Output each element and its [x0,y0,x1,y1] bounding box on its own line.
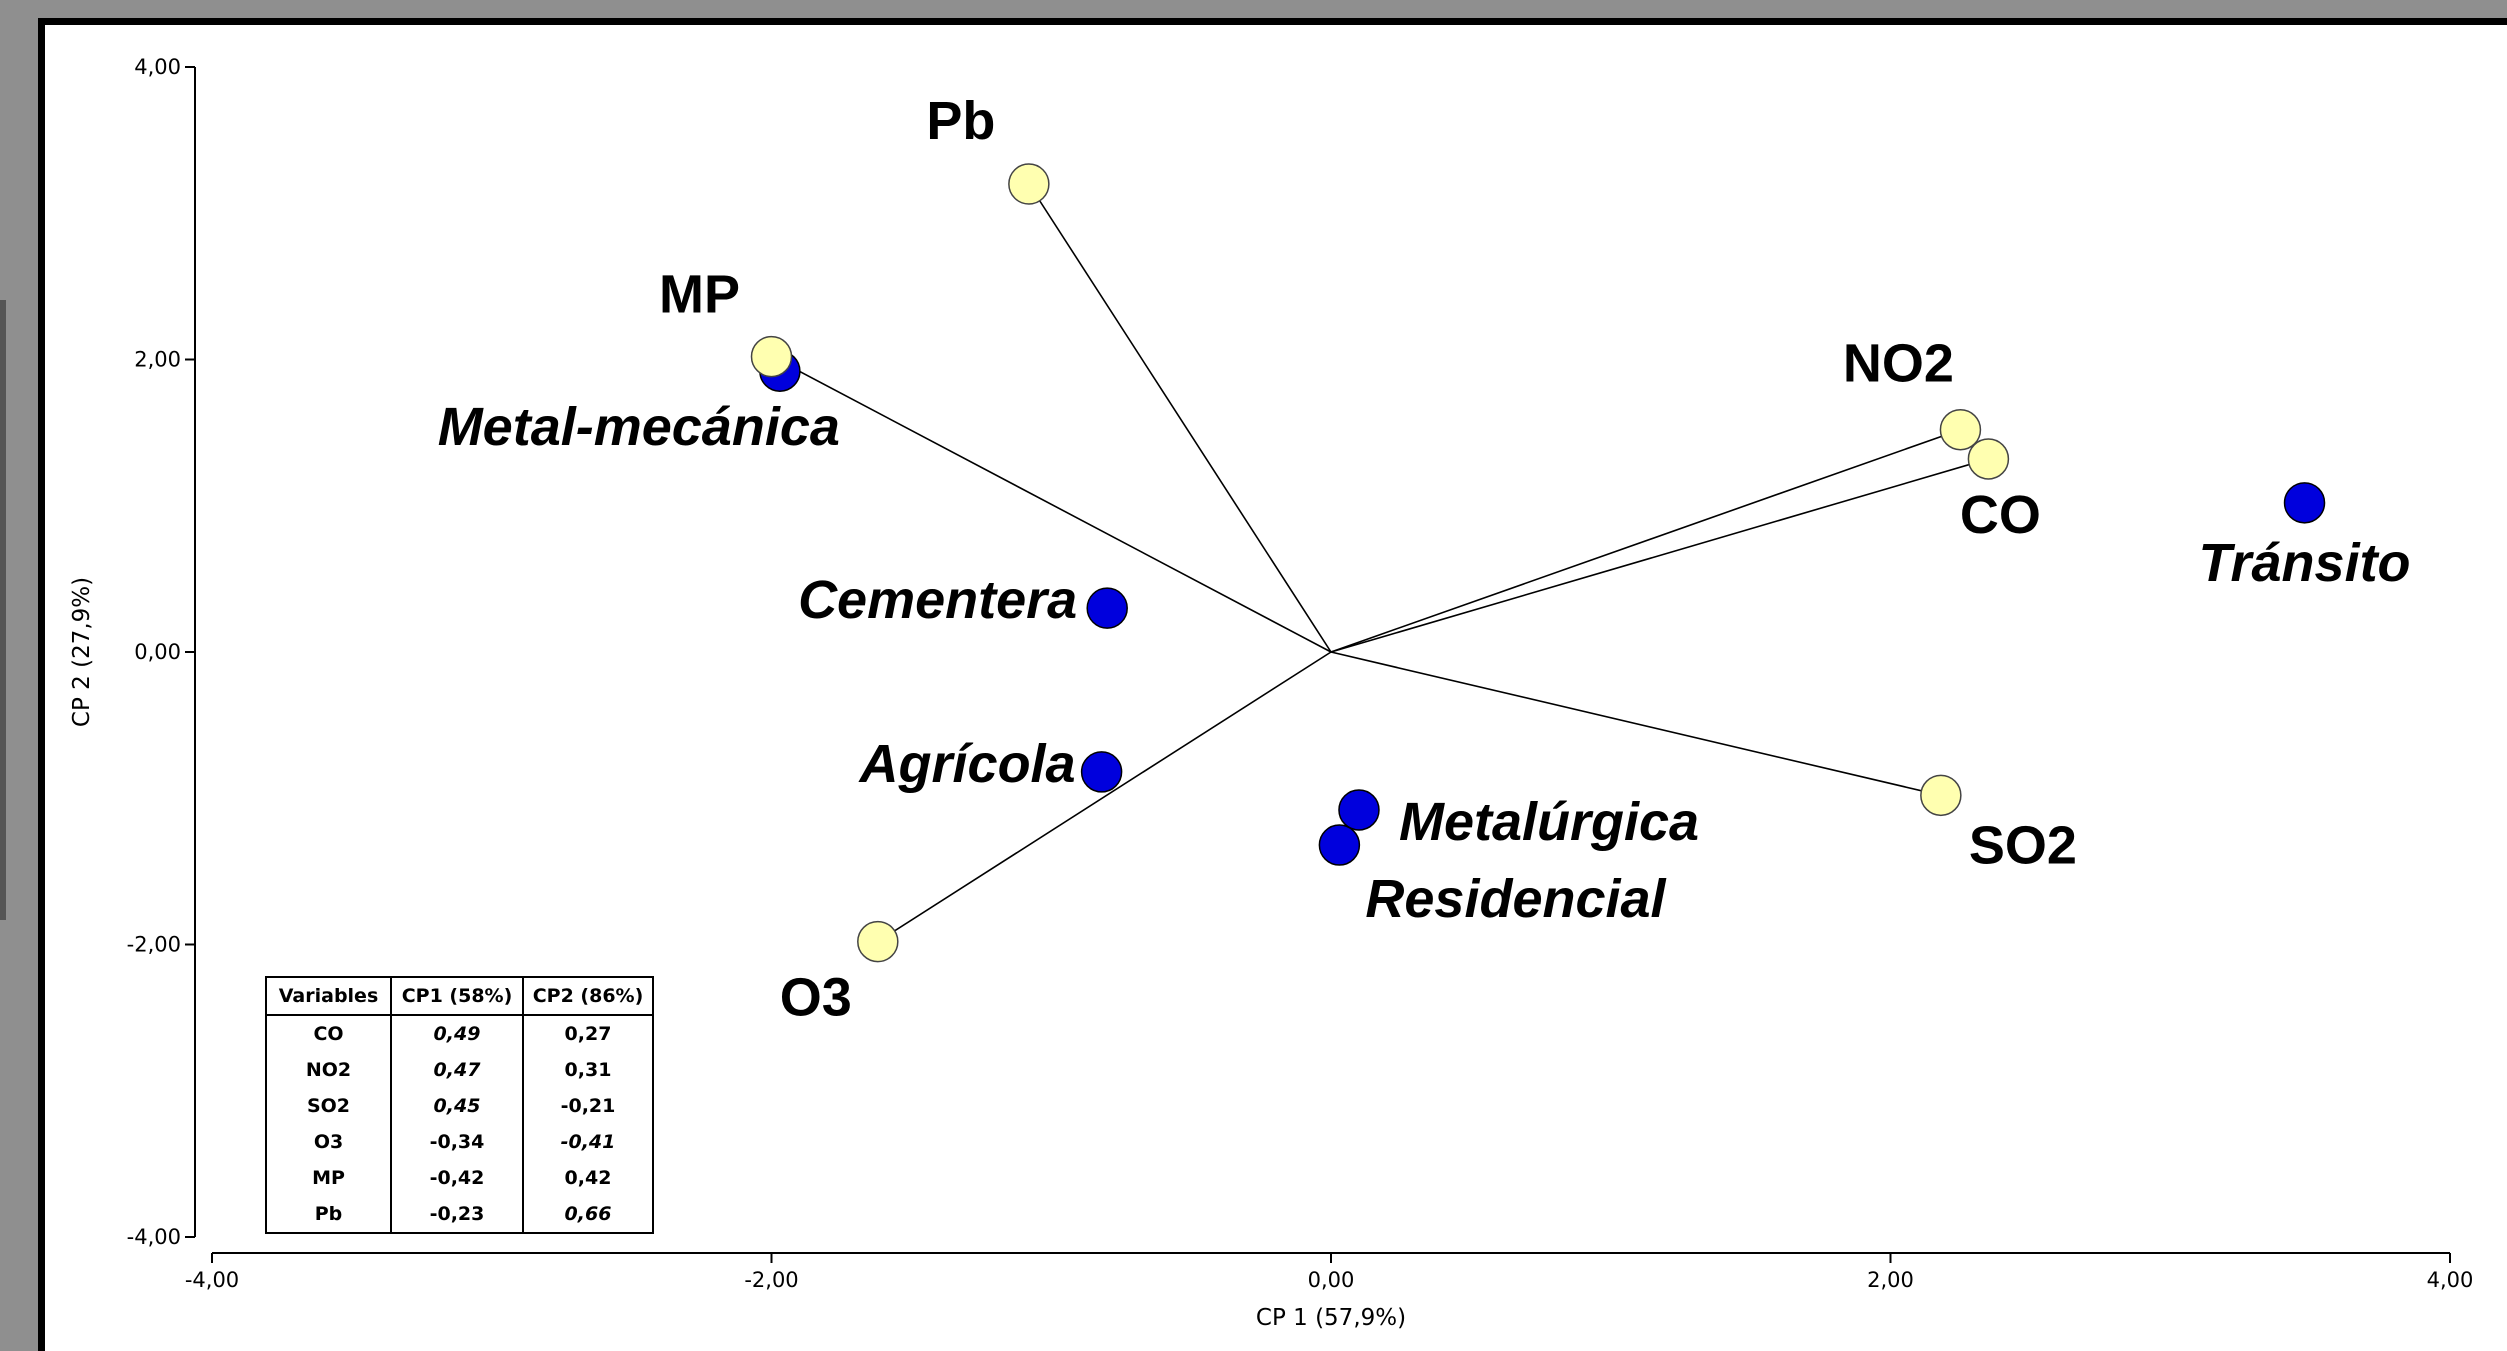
table-header-row: Variables CP1 (58%) CP2 (86%) [265,977,654,1016]
table-cell: -0,34 [390,1124,524,1160]
side-tab [0,300,6,920]
x-tick-label: -2,00 [744,1268,798,1292]
x-axis-label: CP 1 (57,9%) [1256,1305,1406,1331]
loading-vector [1330,651,1942,797]
y-tick-label: 0,00 [134,640,181,664]
table-cell: -0,42 [390,1160,524,1196]
biplot-chart: 4,00 2,00 0,00 -2,00 -4,00-4,00 -2,00 0,00 2,00… [69,55,2474,1331]
table-header: CP2 (86%) [522,977,654,1016]
loading-vector [1330,458,1989,653]
table-cell: SO2 [265,1088,392,1124]
variable-label: CO [1960,485,2041,545]
table-cell: CO [265,1015,392,1052]
table-cell: 0,49 [390,1015,524,1052]
source-point [1080,751,1123,793]
table-row: O3 -0,34 -0,41 [265,1124,654,1160]
table-cell: Pb [265,1196,392,1233]
table-cell: -0,41 [522,1124,654,1160]
variable-point [1967,438,2010,480]
loading-vector [771,355,1332,653]
y-tick-label: -4,00 [127,1225,181,1249]
source-label: Metalúrgica [1399,792,1699,852]
table-cell: MP [265,1160,392,1196]
table-cell: 0,45 [390,1088,524,1124]
variable-point [1008,163,1050,205]
table-cell: 0,27 [522,1015,654,1052]
variable-point [1920,774,1962,817]
source-label: Tránsito [2199,533,2411,593]
loading-vector [1028,183,1332,653]
table-cell: 0,66 [522,1196,654,1233]
table-row: Pb -0,23 0,66 [265,1196,654,1233]
table-header: Variables [265,977,392,1016]
variable-point [750,335,793,378]
table-cell: -0,21 [522,1088,654,1124]
table-header: CP1 (58%) [390,977,524,1016]
x-tick-label: 4,00 [2427,1268,2474,1292]
source-label: Metal-mecánica [438,397,840,457]
variable-point [857,920,899,963]
table-row: CO 0,49 0,27 [265,1015,654,1052]
table-row: SO2 0,45 -0,21 [265,1088,654,1124]
table-cell: 0,31 [522,1052,654,1088]
y-axis-label: CP 2 (27,9%) [69,577,95,727]
table-cell: 0,47 [390,1052,524,1088]
y-tick-label: -2,00 [127,933,181,957]
chart-panel: 4,00 2,00 0,00 -2,00 -4,00 -4,00 -2,00 0,00 2,00… [38,18,2507,1351]
x-tick-label: 2,00 [1867,1268,1914,1292]
table-cell: 0,42 [522,1160,654,1196]
variable-label: MP [659,265,740,325]
source-point [1086,587,1128,629]
variable-label: SO2 [1969,815,2077,875]
table-cell: NO2 [265,1052,392,1088]
variable-label: Pb [926,91,995,151]
loadings-table: Variables CP1 (58%) CP2 (86%) CO 0,49 0,27… [265,976,654,1234]
table-cell: O3 [265,1124,392,1160]
x-tick-label: 0,00 [1308,1268,1355,1292]
source-point [1318,824,1361,866]
y-tick-label: 4,00 [134,55,181,79]
table-cell: -0,23 [390,1196,524,1233]
source-label: Cementera [798,570,1077,630]
variable-label: NO2 [1843,334,1954,394]
source-label: Agrícola [858,734,1076,794]
y-tick-label: 2,00 [134,348,181,372]
variable-label: O3 [780,968,852,1028]
x-tick-label: -4,00 [185,1268,239,1292]
source-label: Residencial [1365,869,1666,929]
table-row: NO2 0,47 0,31 [265,1052,654,1088]
loading-vector [1330,428,1961,653]
source-point [1338,789,1380,831]
table-row: MP -0,42 0,42 [265,1160,654,1196]
source-point [2283,482,2326,524]
variable-point [1939,408,1982,451]
loading-vector [877,651,1332,943]
